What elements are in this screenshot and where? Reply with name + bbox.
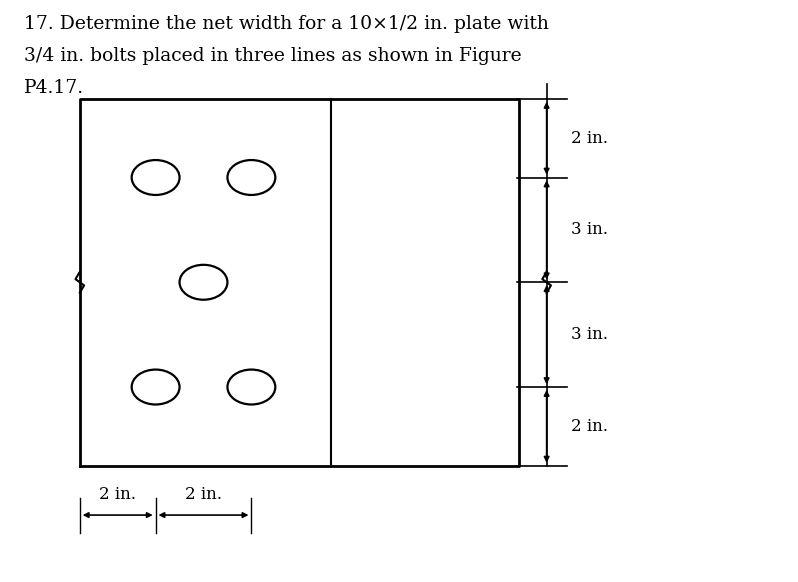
Text: 3 in.: 3 in. bbox=[571, 326, 607, 343]
Text: P4.17.: P4.17. bbox=[24, 79, 84, 97]
Text: 3/4 in. bolts placed in three lines as shown in Figure: 3/4 in. bolts placed in three lines as s… bbox=[24, 47, 522, 65]
Text: 3 in.: 3 in. bbox=[571, 221, 607, 239]
Text: 2 in.: 2 in. bbox=[571, 418, 607, 435]
Text: 2 in.: 2 in. bbox=[99, 487, 136, 503]
Text: 2 in.: 2 in. bbox=[571, 130, 607, 147]
Text: 17. Determine the net width for a 10×1/2 in. plate with: 17. Determine the net width for a 10×1/2… bbox=[24, 15, 549, 33]
Text: 2 in.: 2 in. bbox=[185, 487, 222, 503]
